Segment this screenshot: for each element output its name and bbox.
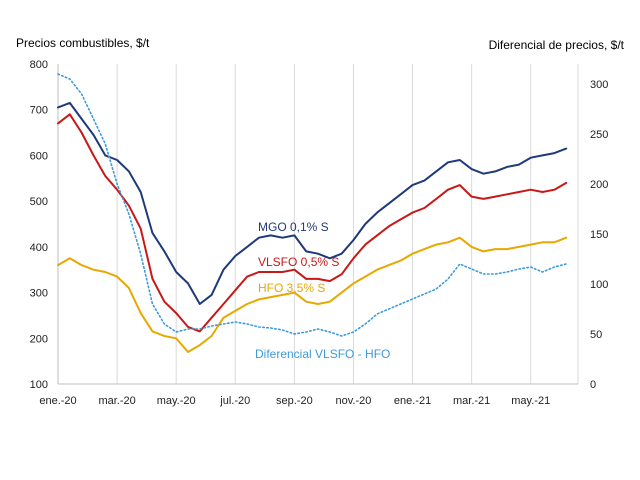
axes: ene.-20 mar.-20 may.-20 jul.-20 sep.-20 nov.-… bbox=[30, 59, 609, 407]
y-left-tick-label: 300 bbox=[30, 288, 48, 300]
series-label-1: VLSFO 0,5% S bbox=[258, 255, 339, 269]
series-lines bbox=[57, 73, 568, 353]
series-label-3: Diferencial VLSFO - HFO bbox=[255, 347, 390, 361]
series-line-2 bbox=[57, 236, 568, 353]
series-line-3 bbox=[57, 73, 568, 337]
x-tick-label: may.-21 bbox=[511, 395, 550, 407]
y-right-tick-label: 150 bbox=[590, 229, 608, 241]
x-tick-label: ene.-20 bbox=[39, 395, 76, 407]
y-left-tick-label: 400 bbox=[30, 242, 48, 254]
series-line-1 bbox=[57, 113, 568, 333]
series-label-2: HFO 3,5% S bbox=[258, 281, 325, 295]
y-left-tick-label: 700 bbox=[30, 105, 48, 117]
x-tick-label: sep.-20 bbox=[276, 395, 313, 407]
y-left-tick-label: 600 bbox=[30, 150, 48, 162]
x-tick-label: may.-20 bbox=[157, 395, 196, 407]
y-left-tick-label: 800 bbox=[30, 59, 48, 71]
series-line-0 bbox=[57, 101, 568, 305]
grid bbox=[57, 64, 579, 384]
y-left-tick-label: 200 bbox=[30, 333, 48, 345]
series-labels: MGO 0,1% S VLSFO 0,5% S HFO 3,5% S Diferenc… bbox=[255, 220, 390, 361]
x-tick-label: mar.-21 bbox=[453, 395, 490, 407]
y-right-tick-label: 50 bbox=[590, 329, 602, 341]
x-tick-label: mar.-20 bbox=[98, 395, 135, 407]
y-right-tick-label: 250 bbox=[590, 129, 608, 141]
x-tick-label: ene.-21 bbox=[394, 395, 431, 407]
y-right-tick-label: 300 bbox=[590, 79, 608, 91]
y-right-tick-label: 100 bbox=[590, 279, 608, 291]
x-tick-label: jul.-20 bbox=[219, 395, 250, 407]
x-tick-label: nov.-20 bbox=[336, 395, 372, 407]
y-left-tick-label: 500 bbox=[30, 196, 48, 208]
y-right-tick-label: 200 bbox=[590, 179, 608, 191]
y-left-axis-title: Precios combustibles, $/t bbox=[16, 36, 150, 50]
series-label-0: MGO 0,1% S bbox=[258, 220, 329, 234]
y-right-axis-title: Diferencial de precios, $/t bbox=[488, 38, 624, 52]
y-right-tick-label: 0 bbox=[590, 379, 596, 391]
y-left-tick-label: 100 bbox=[30, 379, 48, 391]
